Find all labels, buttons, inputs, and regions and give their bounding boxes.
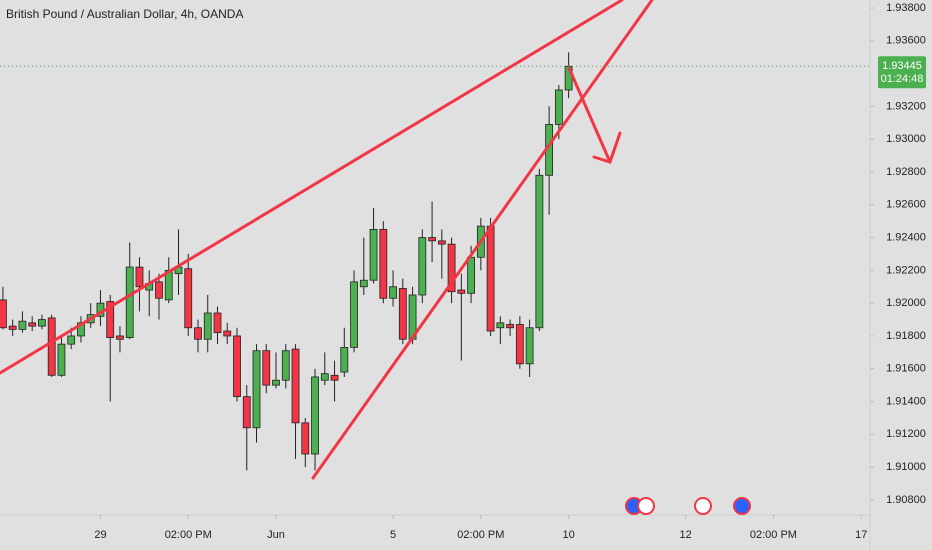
candle-body (57, 343, 66, 376)
candle-body (242, 396, 251, 429)
candle-body (320, 373, 329, 381)
event-icon[interactable] (694, 497, 712, 515)
x-tick-label: Jun (267, 529, 285, 541)
candle-body (0, 299, 7, 329)
candle-body (486, 225, 495, 332)
y-tick-label: 1.92000 (886, 297, 926, 309)
candle-body (350, 281, 358, 348)
candle-body (291, 348, 300, 424)
x-tick-label: 17 (855, 529, 867, 541)
candle-body (213, 312, 222, 334)
candle-body (28, 322, 37, 327)
candle-body (506, 324, 515, 329)
candle-body (330, 374, 339, 381)
candle-body (340, 347, 349, 373)
candle-body (437, 240, 446, 245)
candle-body (535, 174, 544, 329)
x-tick-label: 02:00 PM (750, 529, 797, 541)
candle-body (194, 327, 202, 340)
candle-body (398, 288, 407, 340)
countdown-label: 01:24:48 (881, 73, 924, 85)
candle-body (467, 256, 475, 294)
candle-body (554, 89, 563, 125)
candle-body (47, 317, 56, 376)
candle-body (155, 281, 163, 299)
y-tick-label: 1.93200 (886, 100, 926, 112)
y-tick-label: 1.91400 (886, 395, 926, 407)
candle-body (67, 335, 76, 345)
candle-body (252, 350, 261, 429)
y-tick-label: 1.93600 (886, 35, 926, 47)
trendline (311, 0, 654, 480)
candle-body (457, 289, 466, 294)
y-tick-label: 1.92600 (886, 199, 926, 211)
candle-body (496, 322, 505, 329)
candle-body (272, 379, 280, 386)
candle-body (262, 350, 271, 386)
last-price-box (878, 56, 926, 89)
candle-body (233, 335, 241, 398)
y-tick-label: 1.93000 (886, 133, 926, 145)
trendline (0, 0, 624, 375)
arrow (567, 66, 612, 164)
y-tick-label: 1.91800 (886, 330, 926, 342)
y-tick-label: 1.92800 (886, 166, 926, 178)
y-tick-label: 1.92200 (886, 264, 926, 276)
chart-title: British Pound / Australian Dollar, 4h, O… (6, 7, 243, 21)
y-tick-label: 1.92400 (886, 231, 926, 243)
candle-body (184, 268, 193, 329)
candle-body (525, 327, 534, 365)
x-tick-label: 5 (390, 529, 396, 541)
event-icons (625, 497, 751, 515)
candle-body (106, 301, 115, 338)
candle-body (447, 243, 456, 293)
candle-body (418, 237, 427, 296)
candle-body (369, 228, 378, 281)
candle-body (203, 312, 212, 340)
y-tick-label: 1.91600 (886, 363, 926, 375)
event-icon[interactable] (733, 497, 751, 515)
x-tick-label: 02:00 PM (457, 529, 504, 541)
x-tick-label: 02:00 PM (165, 529, 212, 541)
candle-body (281, 350, 290, 381)
candle-body (389, 286, 397, 299)
drawings (0, 0, 654, 480)
candle-body (311, 376, 319, 455)
y-tick-label: 1.91000 (886, 461, 926, 473)
arrow-head (592, 131, 622, 164)
event-icon[interactable] (637, 497, 655, 515)
x-tick-label: 10 (562, 529, 574, 541)
y-tick-label: 1.91200 (886, 428, 926, 440)
candle-body (135, 266, 144, 288)
plot (0, 52, 573, 471)
last-price-label: 1.93445 (882, 60, 922, 72)
candle-body (515, 324, 524, 365)
candle-body (125, 266, 134, 338)
candle-body (379, 228, 388, 299)
candle-body (301, 422, 310, 455)
candle-body (18, 320, 27, 330)
y-tick-label: 1.90800 (886, 494, 926, 506)
candle-body (116, 335, 124, 340)
x-tick-label: 29 (94, 529, 106, 541)
x-tick-label: 12 (680, 529, 692, 541)
candle-body (359, 279, 368, 288)
candle-body (223, 330, 232, 337)
candle-body (8, 325, 17, 330)
y-tick-label: 1.93800 (886, 2, 926, 14)
candle-body (38, 319, 46, 327)
candle-body (428, 237, 436, 242)
